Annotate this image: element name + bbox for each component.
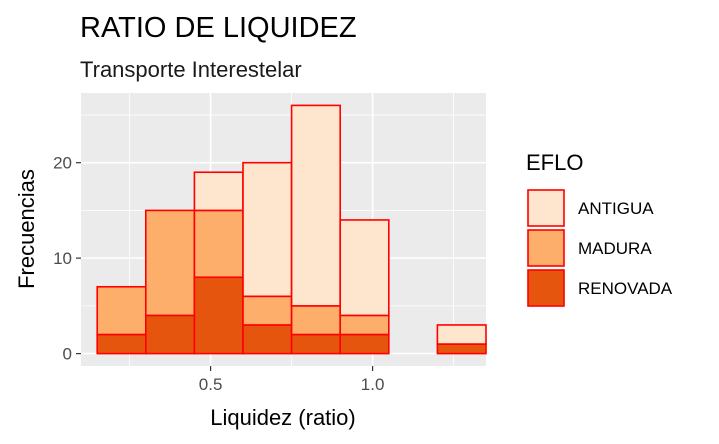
- bar-madura: [193, 209, 244, 279]
- bar-madura: [145, 209, 196, 317]
- y-axis-title: Frecuencias: [14, 169, 39, 289]
- bar-madura: [339, 314, 390, 336]
- bar-renovada: [96, 333, 147, 355]
- bar-madura: [96, 285, 147, 336]
- legend-key-renovada: [527, 269, 565, 307]
- legend-label-renovada: RENOVADA: [578, 279, 673, 298]
- bar-renovada: [193, 276, 244, 355]
- y-tick-label: 0: [63, 345, 72, 364]
- bar-madura: [242, 295, 293, 326]
- legend-label-antigua: ANTIGUA: [578, 199, 654, 218]
- bar-antigua: [436, 324, 487, 345]
- bar-madura: [290, 305, 342, 336]
- legend-items: ANTIGUA MADURA RENOVADA: [527, 189, 673, 307]
- x-tick-label: 1.0: [361, 375, 385, 394]
- bar-antigua: [242, 161, 293, 298]
- x-axis: 0.5 1.0: [199, 366, 385, 394]
- bar-renovada: [145, 314, 196, 355]
- y-tick-label: 20: [53, 154, 72, 173]
- bar-antigua: [339, 219, 390, 317]
- y-axis: 0 10 20: [53, 154, 81, 364]
- legend: EFLO ANTIGUA MADURA RENOVADA: [526, 150, 673, 307]
- bar-renovada: [290, 333, 342, 355]
- bar-renovada: [339, 333, 390, 355]
- bar-antigua: [290, 104, 342, 307]
- bar-renovada: [242, 324, 293, 355]
- y-tick-label: 10: [53, 249, 72, 268]
- bar-antigua: [193, 171, 244, 212]
- chart-title: RATIO DE LIQUIDEZ: [80, 12, 357, 44]
- bar-renovada: [436, 343, 487, 355]
- x-tick-label: 0.5: [199, 375, 223, 394]
- legend-title: EFLO: [526, 150, 583, 175]
- legend-label-madura: MADURA: [578, 239, 652, 258]
- legend-key-madura: [527, 229, 565, 267]
- bars: [96, 104, 487, 355]
- chart-subtitle: Transporte Interestelar: [80, 57, 302, 82]
- legend-key-antigua: [527, 189, 565, 227]
- x-axis-title: Liquidez (ratio): [210, 405, 356, 430]
